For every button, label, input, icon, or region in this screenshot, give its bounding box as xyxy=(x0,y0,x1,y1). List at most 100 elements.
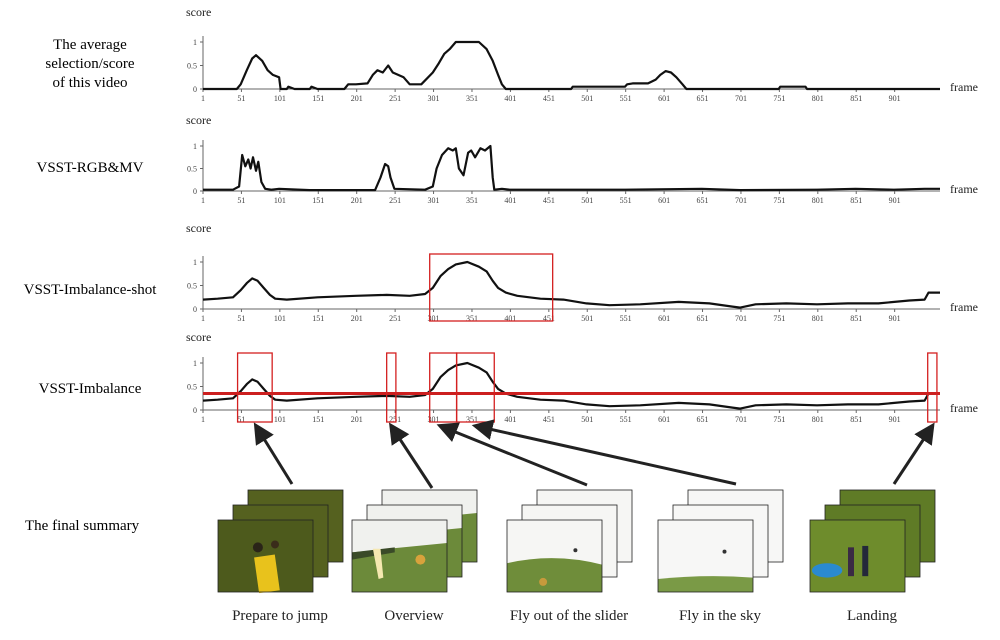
x-tick-label: 51 xyxy=(237,196,245,205)
x-tick-label: 401 xyxy=(504,94,516,103)
person-shape xyxy=(862,545,869,577)
x-tick-label: 751 xyxy=(773,196,785,205)
dog-shape xyxy=(539,577,548,586)
x-tick-label: 451 xyxy=(543,94,555,103)
x-tick-label: 701 xyxy=(735,415,747,424)
x-tick-label: 551 xyxy=(620,196,632,205)
x-tick-label: 351 xyxy=(466,314,478,323)
selected-shot-box xyxy=(429,253,554,322)
x-tick-label: 101 xyxy=(274,196,286,205)
y-tick-label: 0 xyxy=(193,187,197,196)
summary-stack-landing: Landing xyxy=(809,489,936,624)
dog-shape xyxy=(415,554,426,565)
highlight-box-5 xyxy=(927,352,938,423)
x-tick-label: 851 xyxy=(850,196,862,205)
dog-shape xyxy=(271,540,279,549)
summary-arrow-ground xyxy=(253,422,294,485)
x-tick-label: 401 xyxy=(504,196,516,205)
summary-caption: Fly out of the slider xyxy=(510,608,628,624)
x-tick-label: 551 xyxy=(620,94,632,103)
x-tick-label: 151 xyxy=(312,314,324,323)
x-tick-label: 751 xyxy=(773,94,785,103)
x-tick-label: 451 xyxy=(543,415,555,424)
highlight-box-1 xyxy=(236,352,273,423)
x-tick-label: 51 xyxy=(237,415,245,424)
x-tick-label: 801 xyxy=(812,415,824,424)
x-tick-label: 901 xyxy=(889,415,901,424)
flying-dog-shape xyxy=(573,548,578,553)
summary-caption: Landing xyxy=(847,608,897,624)
summary-frame xyxy=(657,519,754,593)
x-tick-label: 551 xyxy=(620,314,632,323)
x-tick-label: 1 xyxy=(201,314,205,323)
summary-caption: Prepare to jump xyxy=(232,608,328,624)
summary-stack-slider: Overview xyxy=(351,489,478,624)
x-tick-label: 101 xyxy=(274,314,286,323)
chart-panel-1: The average selection/score of this video s… xyxy=(45,5,978,103)
x-tick-label: 51 xyxy=(237,314,245,323)
row-label-line: VSST-Imbalance-shot xyxy=(24,282,158,298)
y-tick-label: 0.5 xyxy=(187,62,197,71)
summary-frame xyxy=(351,519,448,593)
y-tick-label: 0 xyxy=(193,406,197,415)
x-tick-label: 651 xyxy=(697,196,709,205)
x-tick-label: 251 xyxy=(389,415,401,424)
x-tick-label: 601 xyxy=(658,94,670,103)
x-tick-label: 151 xyxy=(312,415,324,424)
x-axis-label: frame xyxy=(950,300,978,314)
x-tick-label: 701 xyxy=(735,196,747,205)
summary-frame xyxy=(217,519,314,594)
x-tick-label: 401 xyxy=(504,314,516,323)
x-tick-label: 501 xyxy=(581,415,593,424)
summary-arrow-fly-out xyxy=(436,422,588,487)
y-tick-label: 1 xyxy=(193,359,197,368)
pool-shape xyxy=(811,563,843,578)
y-axis-label: score xyxy=(186,330,211,344)
x-tick-label: 501 xyxy=(581,196,593,205)
x-tick-label: 151 xyxy=(312,94,324,103)
y-tick-label: 1 xyxy=(193,38,197,47)
x-tick-label: 1 xyxy=(201,415,205,424)
x-tick-label: 251 xyxy=(389,94,401,103)
x-tick-label: 451 xyxy=(543,314,555,323)
frame-border xyxy=(657,519,754,593)
summary-arrow-sky xyxy=(471,419,737,486)
x-tick-label: 151 xyxy=(312,196,324,205)
summary-caption: Overview xyxy=(384,608,443,624)
x-tick-label: 651 xyxy=(697,314,709,323)
x-tick-label: 501 xyxy=(581,314,593,323)
x-tick-label: 1 xyxy=(201,196,205,205)
y-tick-label: 0 xyxy=(193,305,197,314)
x-tick-label: 851 xyxy=(850,415,862,424)
x-tick-label: 301 xyxy=(428,314,440,323)
x-tick-label: 301 xyxy=(428,94,440,103)
x-tick-label: 801 xyxy=(812,314,824,323)
summary-stack-fly-out: Fly out of the slider xyxy=(506,489,633,624)
frame-border xyxy=(351,519,448,593)
x-tick-label: 251 xyxy=(389,196,401,205)
x-tick-label: 651 xyxy=(697,415,709,424)
y-tick-label: 0 xyxy=(193,85,197,94)
y-tick-label: 0.5 xyxy=(187,165,197,174)
summary-frame xyxy=(506,519,603,593)
x-tick-label: 701 xyxy=(735,94,747,103)
hill-shape xyxy=(507,558,602,592)
arrows-layer xyxy=(253,419,935,489)
summary-stack-sky: Fly in the sky xyxy=(657,489,784,624)
x-tick-label: 251 xyxy=(389,314,401,323)
x-tick-label: 551 xyxy=(620,415,632,424)
row-label-line: VSST-Imbalance xyxy=(39,381,142,397)
x-tick-label: 751 xyxy=(773,314,785,323)
x-tick-label: 201 xyxy=(351,314,363,323)
x-tick-label: 1 xyxy=(201,94,205,103)
x-tick-label: 451 xyxy=(543,196,555,205)
row-label-line: of this video xyxy=(53,75,128,91)
x-tick-label: 101 xyxy=(274,415,286,424)
hill-shape xyxy=(658,576,753,592)
row-label-line: The average xyxy=(53,37,127,53)
x-tick-label: 601 xyxy=(658,415,670,424)
x-tick-label: 601 xyxy=(658,196,670,205)
person-shape xyxy=(252,542,263,553)
x-tick-label: 501 xyxy=(581,94,593,103)
